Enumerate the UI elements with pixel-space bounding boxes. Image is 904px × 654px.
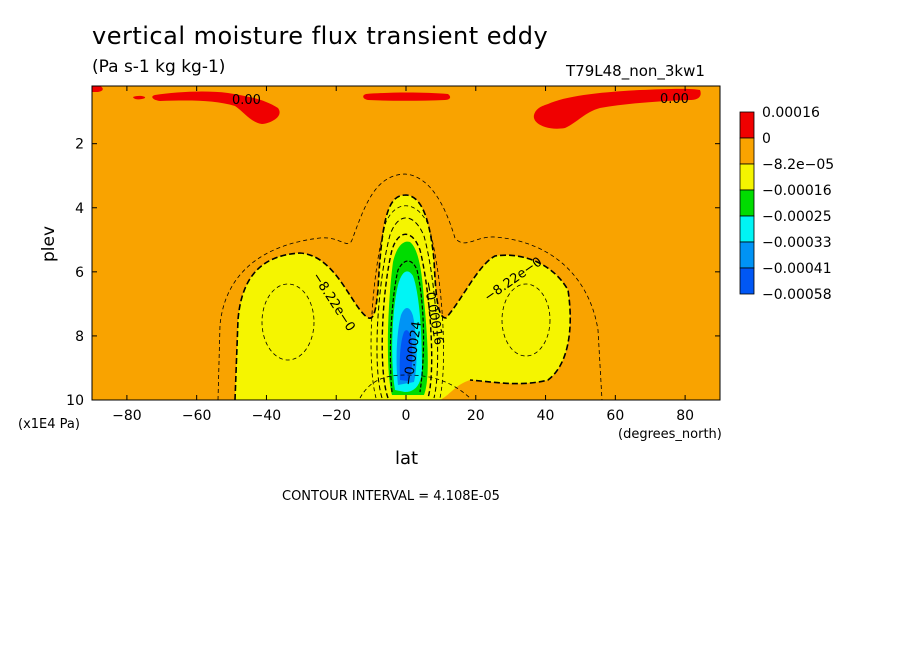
x-tick-label: 60 — [606, 408, 624, 424]
contour-line — [376, 217, 439, 399]
colorbar-label: −8.2e−05 — [762, 157, 834, 173]
y-axis: 2 4 6 8 10 — [66, 137, 720, 409]
contour-line — [234, 194, 571, 400]
contour-label: 0.00 — [660, 92, 689, 107]
x-tick-label: 0 — [402, 408, 411, 424]
x-tick-label: −60 — [182, 408, 212, 424]
x-axis: −80 −60 −40 −20 0 20 40 60 80 — [112, 86, 694, 424]
colorbar-label: −0.00016 — [762, 183, 832, 199]
y-axis-unit: (x1E4 Pa) — [18, 417, 80, 432]
x-tick-label: −80 — [112, 408, 142, 424]
contour-fill-red — [533, 88, 701, 129]
run-label: T79L48_non_3kw1 — [566, 62, 705, 80]
x-tick-label: −20 — [321, 408, 351, 424]
colorbar-label: 0.00016 — [762, 105, 820, 121]
contour-fill-darkblue — [399, 330, 413, 381]
x-tick-label: 80 — [676, 408, 694, 424]
colorbar-label: −0.00041 — [762, 261, 832, 277]
chart-units: (Pa s-1 kg kg-1) — [92, 57, 226, 77]
filled-contours — [92, 86, 701, 400]
contour-label: 0.00 — [232, 93, 261, 108]
colorbar-label: −0.00025 — [762, 209, 832, 225]
contour-line — [370, 205, 444, 399]
y-tick-label: 8 — [75, 329, 84, 345]
x-axis-label: lat — [395, 448, 418, 469]
y-tick-label: 6 — [75, 265, 84, 281]
colorbar-swatch — [739, 111, 755, 139]
chart-title: vertical moisture flux transient eddy — [92, 22, 549, 50]
colorbar-swatch — [739, 189, 755, 217]
y-tick-label: 4 — [75, 201, 84, 217]
x-axis-unit: (degrees_north) — [618, 427, 722, 442]
colorbar-label: 0 — [762, 131, 771, 147]
x-tick-label: 40 — [537, 408, 555, 424]
colorbar: 0.00016 0 −8.2e−05 −0.00016 −0.00025 −0.00033… — [739, 105, 834, 303]
contour-fill-red — [133, 95, 146, 100]
contour-line — [217, 173, 603, 400]
contour-fill-red — [92, 86, 103, 92]
contour-line — [381, 233, 433, 399]
contour-line — [501, 283, 551, 357]
y-axis-label: plev — [39, 226, 59, 262]
contour-line — [261, 283, 315, 361]
contour-line — [359, 374, 471, 399]
y-tick-label: 10 — [66, 393, 84, 409]
colorbar-swatch — [739, 163, 755, 191]
x-tick-label: 20 — [467, 408, 485, 424]
contour-interval: CONTOUR INTERVAL = 4.108E-05 — [282, 489, 500, 504]
contour-fill-red — [363, 92, 451, 101]
y-tick-label: 2 — [75, 137, 84, 153]
colorbar-swatch — [739, 215, 755, 243]
x-tick-label: −40 — [252, 408, 282, 424]
colorbar-swatch — [739, 267, 755, 295]
colorbar-label: −0.00058 — [762, 287, 832, 303]
colorbar-label: −0.00033 — [762, 235, 832, 251]
contour-fill-red — [152, 91, 280, 124]
colorbar-swatch — [739, 241, 755, 269]
colorbar-swatch — [739, 137, 755, 165]
